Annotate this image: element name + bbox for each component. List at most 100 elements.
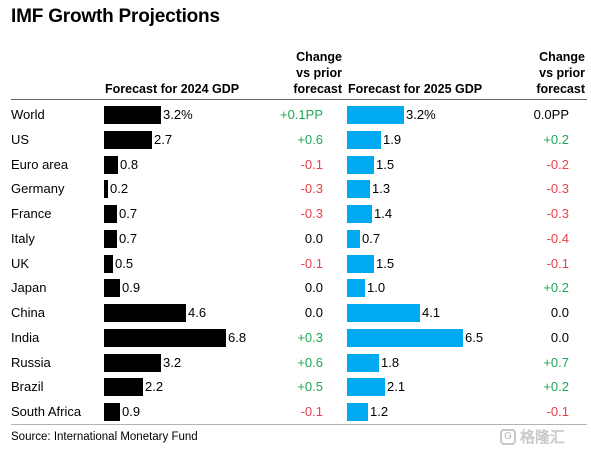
category-label-france: France — [11, 206, 52, 221]
bar-label-2024-euro-area: 0.8 — [120, 156, 139, 172]
bar-2025-euro-area — [347, 155, 374, 174]
bar-2025-france — [347, 205, 372, 223]
bar-label-2025-uk: 1.5 — [376, 255, 395, 271]
change-2024-germany: -0.3 — [300, 181, 323, 197]
header-divider — [11, 99, 587, 100]
header-change-2025-line-2: vs prior — [539, 66, 585, 80]
bar-2024-south-africa — [104, 403, 120, 421]
bar-2024-russia — [104, 353, 161, 372]
header-change-2025: Change vs prior forecast — [505, 49, 585, 97]
category-label-world: World — [11, 107, 45, 122]
bar-label-2025-euro-area: 1.5 — [376, 156, 395, 172]
change-2025-japan: +0.2 — [543, 280, 569, 296]
bar-2025-russia — [347, 353, 379, 372]
category-label-us: US — [11, 131, 30, 147]
change-2025-russia: +0.7 — [543, 354, 569, 370]
category-label-china: China — [11, 305, 45, 320]
change-2025-world: 0.0PP — [533, 107, 569, 122]
bar-2025-south-africa — [347, 403, 368, 421]
bar-label-2025-india: 6.5 — [465, 329, 484, 345]
header-change-2024-line-1: Change — [296, 50, 342, 64]
change-2024-china: 0.0 — [304, 305, 323, 320]
bar-label-2025-germany: 1.3 — [372, 181, 391, 197]
change-2024-russia: +0.6 — [297, 354, 323, 370]
bar-label-2024-japan: 0.9 — [122, 280, 141, 296]
category-label-italy: Italy — [11, 230, 35, 246]
change-2024-south-africa: -0.1 — [300, 404, 323, 419]
bar-label-2025-south-africa: 1.2 — [370, 404, 389, 419]
bar-2025-world — [347, 106, 404, 124]
bar-label-2025-china: 4.1 — [422, 305, 441, 320]
change-2025-brazil: +0.2 — [543, 379, 569, 395]
header-change-2024-line-2: vs prior — [296, 66, 342, 80]
bar-2024-us — [104, 130, 152, 149]
watermark-logo-icon: G — [500, 428, 516, 445]
category-label-india: India — [11, 329, 40, 345]
bar-2025-germany — [347, 180, 370, 199]
change-2024-brazil: +0.5 — [297, 379, 323, 395]
bar-2025-brazil — [347, 378, 385, 397]
header-forecast-2024: Forecast for 2024 GDP — [105, 82, 240, 96]
bar-label-2024-brazil: 2.2 — [145, 379, 164, 395]
bar-label-2025-russia: 1.8 — [381, 354, 400, 370]
bar-label-2025-japan: 1.0 — [367, 280, 386, 296]
change-2025-germany: -0.3 — [546, 181, 569, 197]
bar-2024-germany — [104, 180, 108, 199]
bar-label-2025-france: 1.4 — [374, 206, 393, 221]
category-label-germany: Germany — [11, 181, 65, 197]
bar-label-2024-world: 3.2% — [163, 107, 193, 122]
bar-label-2024-us: 2.7 — [154, 131, 173, 147]
bar-2024-euro-area — [104, 155, 118, 174]
bar-label-2025-brazil: 2.1 — [387, 379, 406, 395]
bar-label-2024-france: 0.7 — [119, 206, 138, 221]
bar-label-2024-italy: 0.7 — [119, 230, 138, 246]
bar-2024-france — [104, 205, 117, 223]
bar-2024-brazil — [104, 378, 143, 397]
bar-2024-world — [104, 106, 161, 124]
bar-2024-china — [104, 304, 186, 322]
bar-2025-uk — [347, 254, 374, 273]
watermark: G 格隆汇 — [500, 426, 565, 447]
change-2025-china: 0.0 — [550, 305, 569, 320]
category-label-russia: Russia — [11, 354, 51, 370]
header-forecast-2025: Forecast for 2025 GDP — [348, 82, 483, 96]
change-2025-india: 0.0 — [550, 329, 569, 345]
category-label-japan: Japan — [11, 280, 47, 296]
bar-label-2025-italy: 0.7 — [362, 230, 381, 246]
header-change-2024-line-3: forecast — [293, 82, 342, 96]
bar-label-2024-germany: 0.2 — [110, 181, 129, 197]
change-2025-us: +0.2 — [543, 131, 569, 147]
bar-label-2024-russia: 3.2 — [163, 354, 182, 370]
source-note: Source: International Monetary Fund — [11, 431, 198, 443]
category-label-south-africa: South Africa — [11, 404, 82, 419]
header-change-2025-line-3: forecast — [536, 82, 585, 96]
bar-label-2024-uk: 0.5 — [115, 255, 134, 271]
change-2024-france: -0.3 — [300, 206, 323, 221]
bar-2025-india — [347, 328, 463, 347]
bar-2025-us — [347, 130, 381, 149]
bar-label-2024-south-africa: 0.9 — [122, 404, 141, 419]
header-change-2024: Change vs prior forecast — [262, 49, 342, 97]
bar-2025-china — [347, 304, 420, 322]
change-2024-uk: -0.1 — [300, 255, 323, 271]
bar-2024-italy — [104, 229, 117, 248]
bar-2024-india — [104, 328, 226, 347]
change-2024-italy: 0.0 — [304, 230, 323, 246]
change-2025-south-africa: -0.1 — [546, 404, 569, 419]
chart-title: IMF Growth Projections — [11, 6, 220, 27]
bar-label-2025-us: 1.9 — [383, 131, 402, 147]
bar-2025-italy — [347, 229, 360, 248]
watermark-text: 格隆汇 — [520, 429, 566, 446]
change-2024-euro-area: -0.1 — [300, 156, 323, 172]
category-label-brazil: Brazil — [11, 379, 44, 395]
change-2024-world: +0.1PP — [279, 107, 323, 122]
category-label-euro-area: Euro area — [11, 156, 69, 172]
change-2024-india: +0.3 — [297, 329, 323, 345]
change-2025-france: -0.3 — [546, 206, 569, 221]
header-change-2025-line-1: Change — [539, 50, 585, 64]
change-2024-us: +0.6 — [297, 131, 323, 147]
bar-2024-japan — [104, 279, 120, 298]
change-2025-uk: -0.1 — [546, 255, 569, 271]
category-label-uk: UK — [11, 255, 30, 271]
footer-divider — [11, 424, 587, 425]
